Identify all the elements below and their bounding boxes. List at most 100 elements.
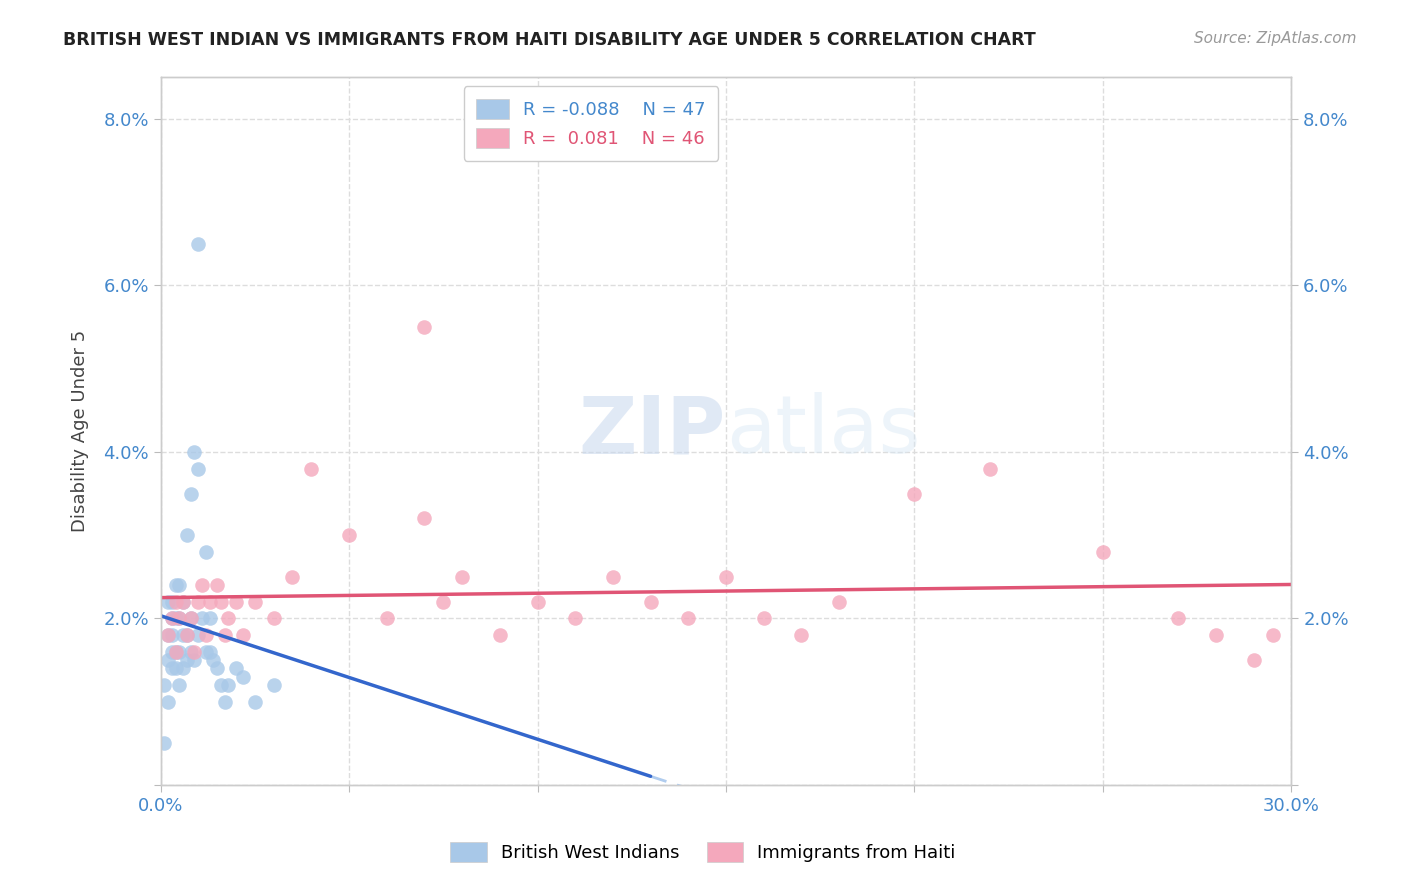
Point (263, 611, 285, 625)
Point (194, 645, 217, 659)
Point (157, 595, 180, 609)
Point (432, 595, 454, 609)
Point (160, 661, 183, 675)
Point (169, 611, 191, 625)
Point (187, 461, 209, 475)
Point (903, 486, 925, 500)
Point (157, 628, 180, 642)
Point (187, 236, 209, 251)
Point (413, 320, 436, 334)
Point (198, 611, 221, 625)
Point (243, 595, 266, 609)
Point (225, 595, 247, 609)
Point (172, 595, 194, 609)
Point (232, 669, 254, 683)
Point (1167, 611, 1189, 625)
Point (165, 595, 187, 609)
Point (160, 611, 183, 625)
Point (172, 595, 194, 609)
Point (752, 611, 775, 625)
Point (191, 611, 214, 625)
Point (209, 595, 232, 609)
Legend: British West Indians, Immigrants from Haiti: British West Indians, Immigrants from Ha… (443, 835, 963, 870)
Point (413, 511, 436, 525)
Y-axis label: Disability Age Under 5: Disability Age Under 5 (72, 330, 89, 533)
Point (165, 578, 187, 592)
Point (165, 661, 187, 675)
Point (187, 595, 209, 609)
Point (172, 661, 194, 675)
Point (180, 611, 202, 625)
Point (180, 611, 202, 625)
Point (198, 645, 221, 659)
Point (176, 528, 198, 542)
Point (157, 653, 180, 667)
Point (451, 570, 474, 584)
Point (191, 578, 214, 592)
Text: BRITISH WEST INDIAN VS IMMIGRANTS FROM HAITI DISABILITY AGE UNDER 5 CORRELATION : BRITISH WEST INDIAN VS IMMIGRANTS FROM H… (63, 31, 1036, 49)
Point (180, 645, 202, 659)
Point (217, 678, 239, 692)
Point (160, 595, 183, 609)
Point (180, 486, 202, 500)
Point (165, 611, 187, 625)
Point (281, 570, 304, 584)
Point (214, 694, 236, 708)
Point (165, 645, 187, 659)
Point (176, 653, 198, 667)
Point (183, 445, 205, 459)
Point (169, 678, 191, 692)
Point (183, 653, 205, 667)
Point (205, 578, 228, 592)
Point (209, 678, 232, 692)
Point (187, 628, 209, 642)
Point (488, 628, 510, 642)
Point (176, 628, 198, 642)
Point (225, 661, 247, 675)
Point (160, 645, 183, 659)
Point (232, 628, 254, 642)
Point (1091, 545, 1114, 559)
Point (157, 628, 180, 642)
Point (375, 611, 398, 625)
Point (194, 545, 217, 559)
Point (153, 678, 176, 692)
Point (160, 628, 183, 642)
Point (217, 611, 239, 625)
Point (263, 678, 285, 692)
Point (198, 595, 221, 609)
Text: atlas: atlas (725, 392, 921, 470)
Point (1243, 653, 1265, 667)
Point (157, 694, 180, 708)
Point (337, 528, 360, 542)
Point (160, 611, 183, 625)
Point (169, 611, 191, 625)
Point (172, 628, 194, 642)
Text: ZIP: ZIP (579, 392, 725, 470)
Point (243, 694, 266, 708)
Point (1261, 628, 1284, 642)
Point (169, 578, 191, 592)
Point (299, 461, 322, 475)
Point (714, 570, 737, 584)
Point (169, 645, 191, 659)
Point (640, 595, 662, 609)
Point (205, 661, 228, 675)
Point (790, 628, 813, 642)
Point (214, 628, 236, 642)
Point (828, 595, 851, 609)
Point (194, 628, 217, 642)
Point (1205, 628, 1227, 642)
Point (526, 595, 548, 609)
Point (202, 653, 225, 667)
Point (564, 611, 586, 625)
Point (183, 645, 205, 659)
Legend: R = -0.088    N = 47, R =  0.081    N = 46: R = -0.088 N = 47, R = 0.081 N = 46 (464, 87, 718, 161)
Point (165, 645, 187, 659)
Point (979, 461, 1001, 475)
Point (176, 628, 198, 642)
Point (602, 570, 624, 584)
Point (678, 611, 700, 625)
Text: Source: ZipAtlas.com: Source: ZipAtlas.com (1194, 31, 1357, 46)
Point (153, 736, 176, 750)
